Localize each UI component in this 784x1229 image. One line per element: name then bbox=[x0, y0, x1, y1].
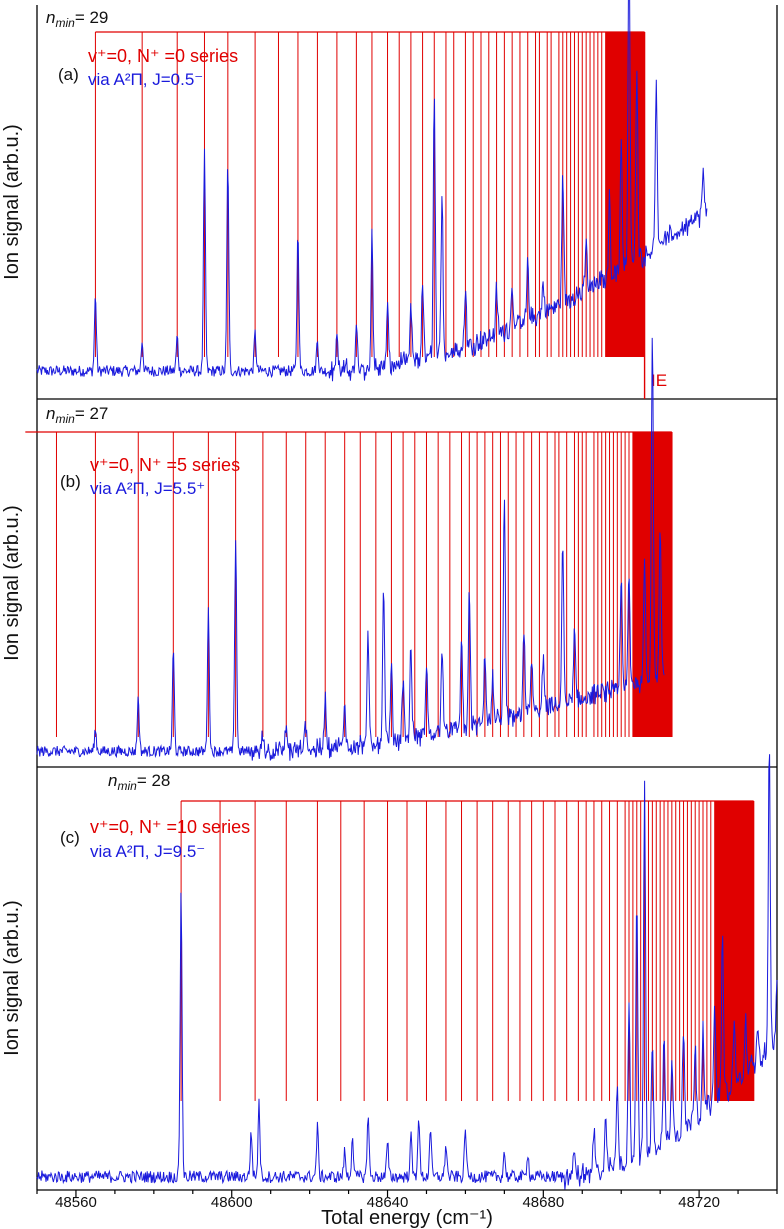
x-axis-label: Total energy (cm⁻¹) bbox=[321, 1207, 493, 1229]
nmin-label: nmin= 28 bbox=[108, 771, 170, 793]
panel-tag: (c) bbox=[60, 828, 80, 847]
y-axis-label: Ion signal (arb.u.) bbox=[1, 505, 23, 661]
nmin-label: nmin= 27 bbox=[46, 404, 108, 426]
series-label: v⁺=0, N⁺ =5 series bbox=[90, 455, 240, 475]
series-convergence-block bbox=[632, 432, 672, 737]
panel-c: (c) v⁺=0, N⁺ =10 series via A²Π, J=9.5⁻ … bbox=[1, 754, 778, 1190]
series-lines-c bbox=[180, 800, 755, 1101]
panel-tag: (b) bbox=[60, 472, 81, 491]
ie-label: IE bbox=[651, 371, 667, 390]
via-label: via A²Π, J=5.5⁺ bbox=[90, 479, 205, 498]
y-axis-label: Ion signal (arb.u.) bbox=[1, 124, 23, 280]
via-label: via A²Π, J=0.5⁻ bbox=[88, 70, 203, 89]
spectrum-trace-b bbox=[36, 337, 665, 761]
x-tick-label: 48680 bbox=[522, 1194, 564, 1211]
via-label: via A²Π, J=9.5⁻ bbox=[90, 842, 205, 861]
x-tick-label: 48640 bbox=[367, 1194, 409, 1211]
series-label: v⁺=0, N⁺ =10 series bbox=[90, 817, 250, 837]
x-tick-label: 48720 bbox=[678, 1194, 720, 1211]
x-ticks: 48560 48600 48640 48680 48720 bbox=[36, 1190, 778, 1211]
x-tick-label: 48600 bbox=[211, 1194, 253, 1211]
panel-b: (b) v⁺=0, N⁺ =5 series via A²Π, J=5.5⁺ n… bbox=[1, 337, 673, 761]
series-label: v⁺=0, N⁺ =0 series bbox=[88, 46, 238, 66]
x-tick-label: 48560 bbox=[55, 1194, 97, 1211]
spectrum-trace-a bbox=[36, 0, 708, 382]
panel-tag: (a) bbox=[58, 65, 79, 84]
spectrum-trace-c bbox=[36, 754, 778, 1190]
nmin-label: nmin= 29 bbox=[46, 8, 108, 30]
panel-a: (a) v⁺=0, N⁺ =0 series via A²Π, J=0.5⁻ n… bbox=[1, 0, 708, 399]
y-axis-label: Ion signal (arb.u.) bbox=[1, 900, 23, 1056]
series-lines-b bbox=[25, 431, 673, 737]
